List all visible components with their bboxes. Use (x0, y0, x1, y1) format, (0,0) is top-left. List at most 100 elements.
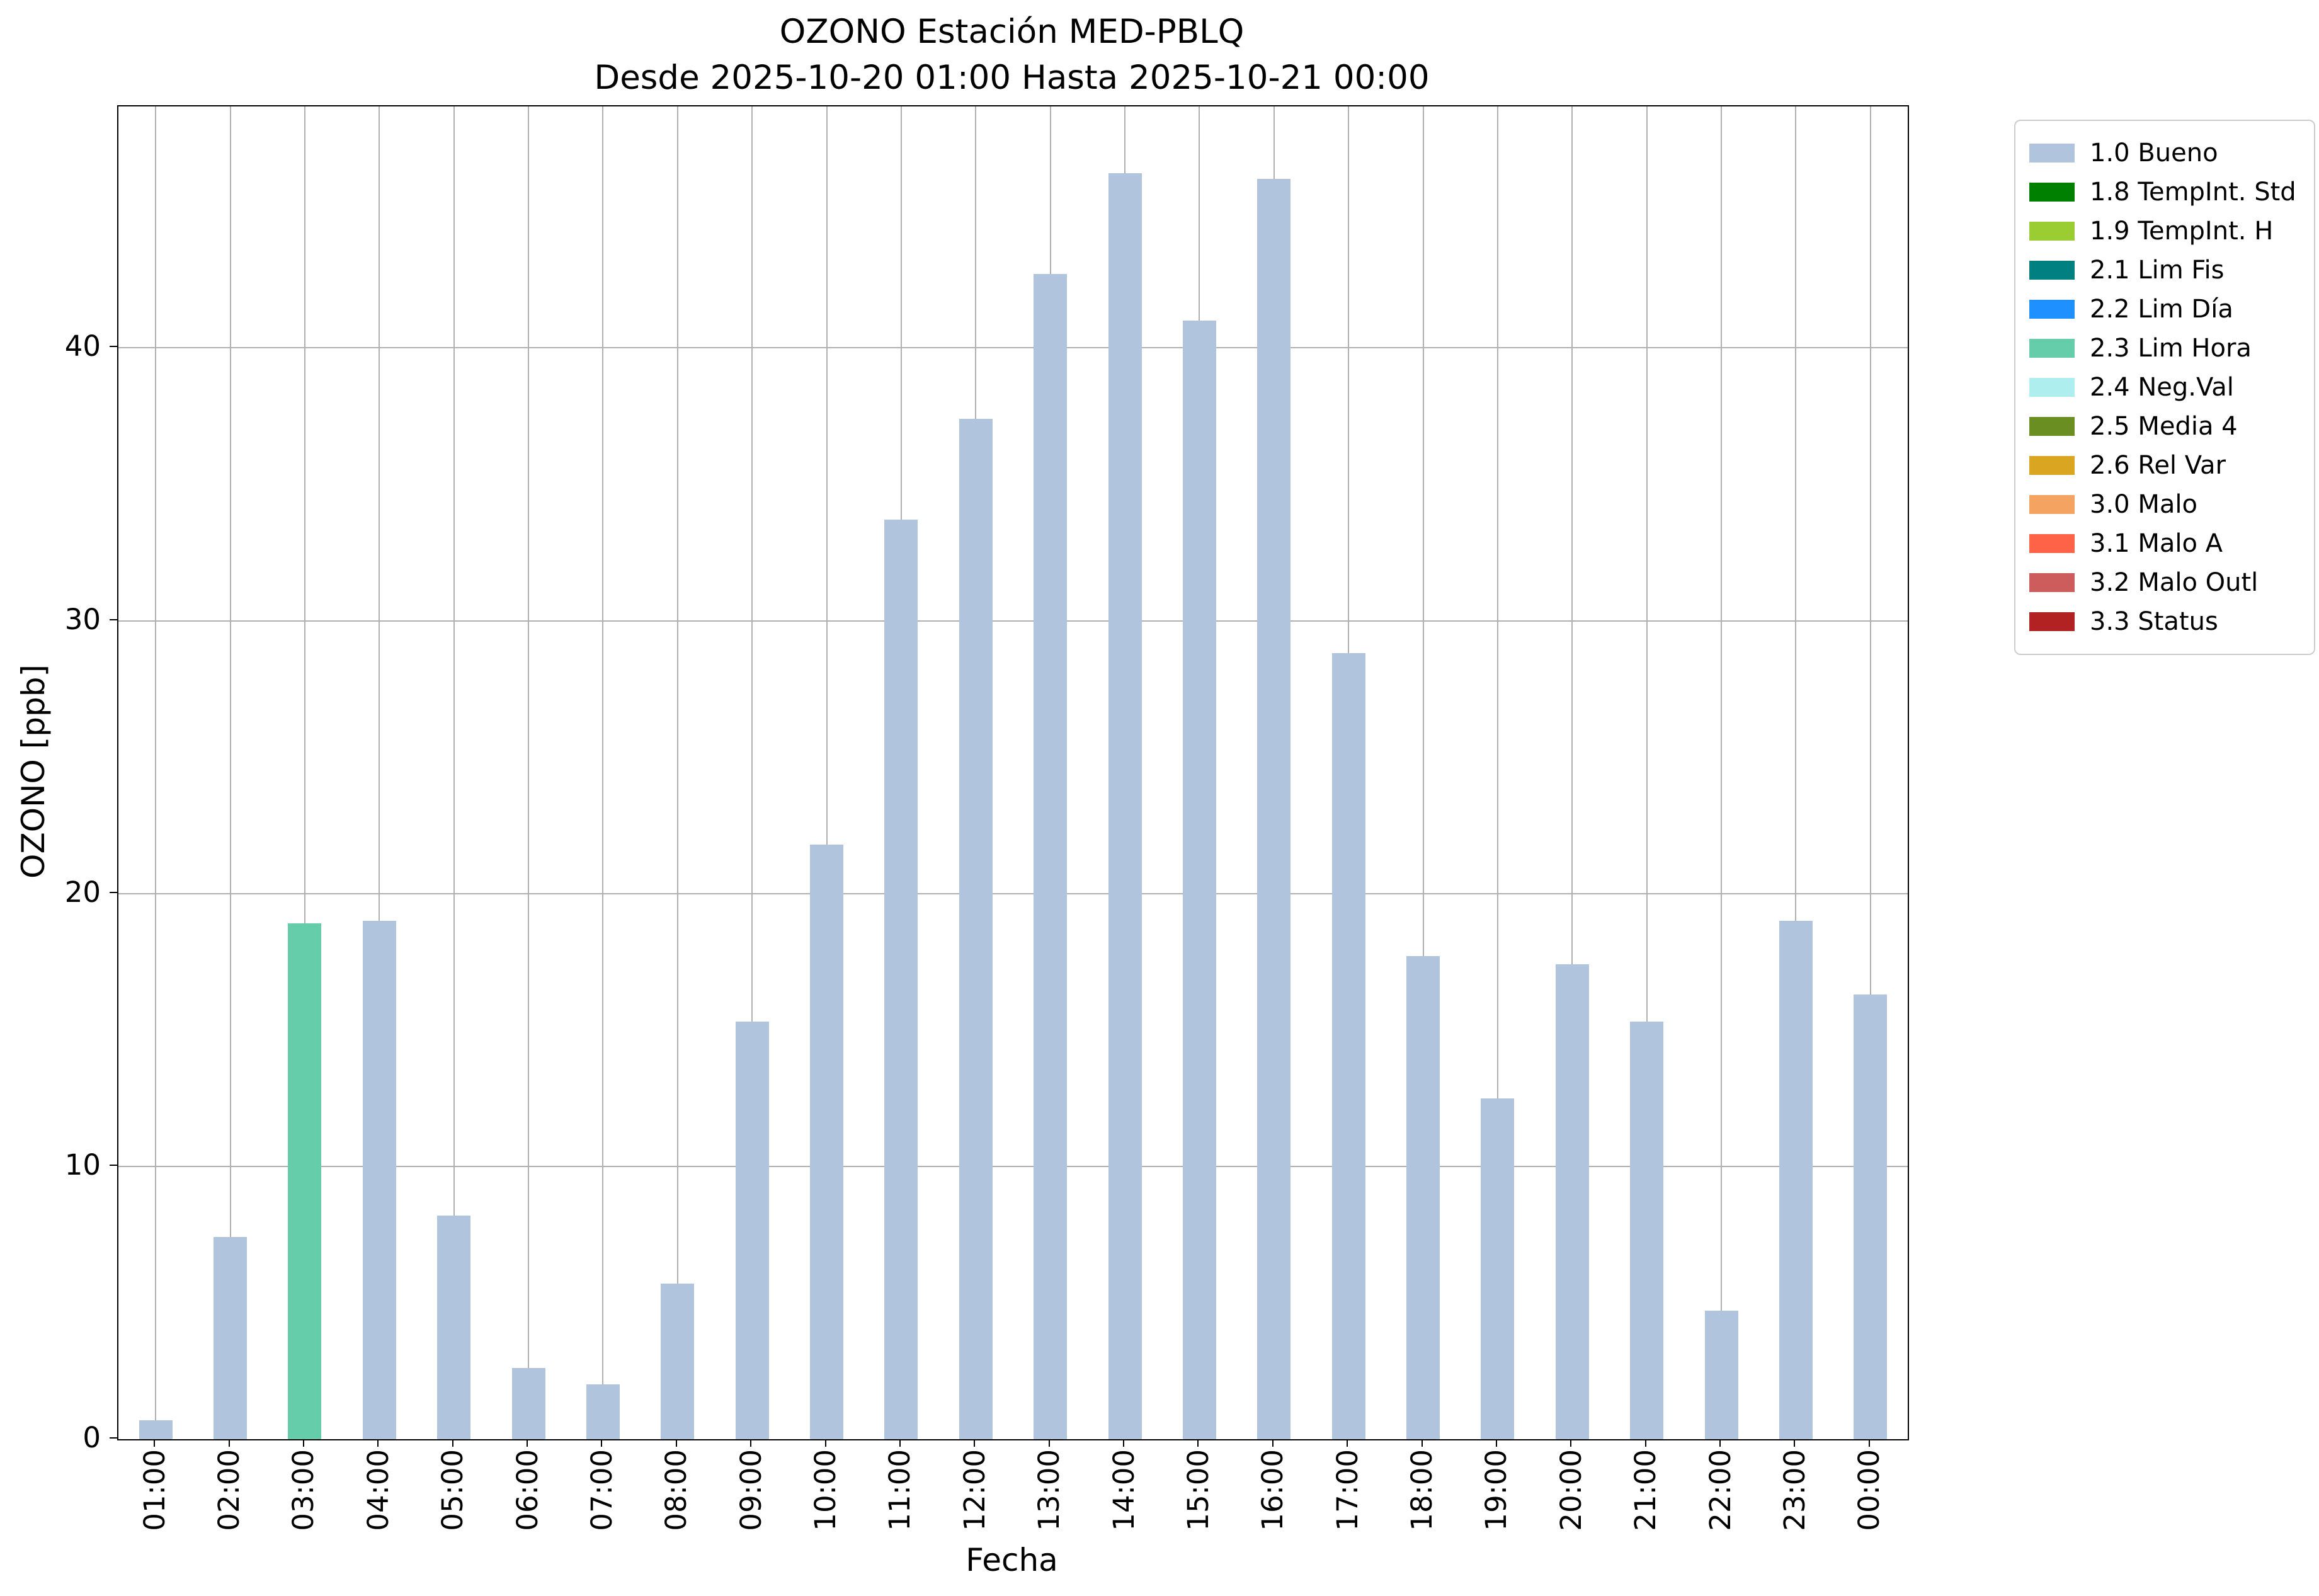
legend-label: 2.2 Lim Día (2090, 295, 2233, 324)
x-tick-label: 09:00 (733, 1449, 768, 1531)
gridline-vertical (1571, 106, 1573, 1439)
legend-label: 3.2 Malo Outl (2090, 568, 2259, 597)
x-tick-mark (302, 1439, 304, 1447)
bar-02:00 (214, 1237, 247, 1439)
legend-item-2: 1.8 TempInt. Std (2029, 173, 2296, 212)
bar-09:00 (736, 1022, 769, 1439)
y-tick-label: 30 (64, 602, 101, 636)
gridline-vertical (379, 106, 380, 1439)
bar-18:00 (1406, 956, 1440, 1439)
plot-area (117, 105, 1909, 1440)
legend-label: 3.1 Malo A (2090, 529, 2223, 558)
bar-21:00 (1630, 1022, 1663, 1439)
legend-swatch (2029, 144, 2075, 162)
bar-23:00 (1779, 921, 1813, 1439)
x-tick-label-text: 02:00 (212, 1449, 246, 1531)
bar-01:00 (139, 1420, 173, 1439)
x-tick-label: 15:00 (1180, 1449, 1216, 1531)
x-tick-label-text: 10:00 (809, 1449, 843, 1531)
gridline-vertical (453, 106, 455, 1439)
x-tick-label: 06:00 (510, 1449, 545, 1531)
legend-item-3: 1.9 TempInt. H (2029, 212, 2296, 251)
x-tick-label-text: 15:00 (1181, 1449, 1215, 1531)
gridline-vertical (1646, 106, 1648, 1439)
x-tick-mark (1197, 1439, 1199, 1447)
y-tick-mark (110, 1437, 117, 1439)
x-tick-label: 02:00 (212, 1449, 247, 1531)
bar-07:00 (586, 1384, 620, 1439)
legend: 1.0 Bueno 1.8 TempInt. Std 1.9 TempInt. H 2… (2014, 120, 2315, 655)
x-tick-label-text: 05:00 (436, 1449, 470, 1531)
x-tick-label: 22:00 (1702, 1449, 1738, 1531)
legend-label: 2.6 Rel Var (2090, 451, 2226, 480)
bar-19:00 (1481, 1098, 1514, 1439)
y-tick-mark (110, 1164, 117, 1166)
x-tick-label: 20:00 (1553, 1449, 1588, 1531)
x-tick-label: 19:00 (1479, 1449, 1514, 1531)
x-tick-label-text: 11:00 (883, 1449, 917, 1531)
legend-label: 2.4 Neg.Val (2090, 373, 2234, 402)
bar-11:00 (884, 520, 918, 1439)
x-tick-label-text: 13:00 (1032, 1449, 1066, 1531)
legend-swatch (2029, 339, 2075, 358)
gridline-vertical (304, 106, 305, 1439)
legend-item-8: 2.5 Media 4 (2029, 407, 2296, 446)
legend-label: 1.8 TempInt. Std (2090, 178, 2296, 207)
bar-04:00 (363, 921, 396, 1439)
gridline-vertical (751, 106, 753, 1439)
gridline-vertical (155, 106, 157, 1439)
legend-swatch (2029, 456, 2075, 475)
x-tick-mark (377, 1439, 379, 1447)
x-tick-label-text: 08:00 (659, 1449, 693, 1531)
legend-swatch (2029, 534, 2075, 553)
y-tick-mark (110, 618, 117, 620)
x-tick-mark (1495, 1439, 1497, 1447)
legend-item-10: 3.0 Malo (2029, 485, 2296, 524)
legend-swatch (2029, 573, 2075, 592)
chart-title-line2: Desde 2025-10-20 01:00 Hasta 2025-10-21 … (594, 59, 1430, 98)
legend-label: 2.3 Lim Hora (2090, 334, 2252, 363)
x-tick-label: 12:00 (957, 1449, 992, 1531)
legend-swatch (2029, 378, 2075, 397)
x-tick-mark (1719, 1439, 1721, 1447)
bar-00:00 (1854, 995, 1887, 1439)
legend-item-6: 2.3 Lim Hora (2029, 329, 2296, 368)
legend-label: 2.1 Lim Fis (2090, 256, 2225, 285)
x-tick-mark (1570, 1439, 1572, 1447)
gridline-vertical (1422, 106, 1424, 1439)
legend-swatch (2029, 261, 2075, 280)
x-tick-mark (675, 1439, 677, 1447)
x-tick-label: 03:00 (286, 1449, 321, 1531)
gridline-vertical (676, 106, 678, 1439)
x-tick-label-text: 06:00 (510, 1449, 544, 1531)
chart-title: OZONO Estación MED-PBLQ Desde 2025-10-20… (117, 9, 1906, 101)
x-tick-label: 17:00 (1330, 1449, 1365, 1531)
x-tick-mark (452, 1439, 453, 1447)
x-tick-label-text: 21:00 (1629, 1449, 1663, 1531)
x-tick-label: 00:00 (1852, 1449, 1887, 1531)
x-tick-mark (1048, 1439, 1050, 1447)
gridline-vertical (229, 106, 231, 1439)
legend-swatch (2029, 495, 2075, 514)
gridline-vertical (1721, 106, 1723, 1439)
x-tick-mark (1868, 1439, 1870, 1447)
legend-label: 2.5 Media 4 (2090, 412, 2238, 441)
legend-label: 3.3 Status (2090, 607, 2218, 636)
legend-item-5: 2.2 Lim Día (2029, 290, 2296, 329)
y-tick-label: 0 (83, 1421, 101, 1454)
x-tick-label: 08:00 (659, 1449, 694, 1531)
y-tick-mark (110, 891, 117, 893)
x-tick-label-text: 12:00 (957, 1449, 991, 1531)
legend-swatch (2029, 222, 2075, 241)
x-tick-label-text: 16:00 (1256, 1449, 1290, 1531)
gridline-horizontal (118, 620, 1908, 622)
x-tick-label-text: 23:00 (1777, 1449, 1811, 1531)
legend-item-4: 2.1 Lim Fis (2029, 251, 2296, 290)
gridline-vertical (528, 106, 530, 1439)
y-tick-mark (110, 346, 117, 348)
x-tick-label-text: 03:00 (287, 1449, 321, 1531)
bar-16:00 (1257, 179, 1291, 1439)
x-tick-label-text: 00:00 (1852, 1449, 1886, 1531)
x-tick-label-text: 04:00 (361, 1449, 395, 1531)
